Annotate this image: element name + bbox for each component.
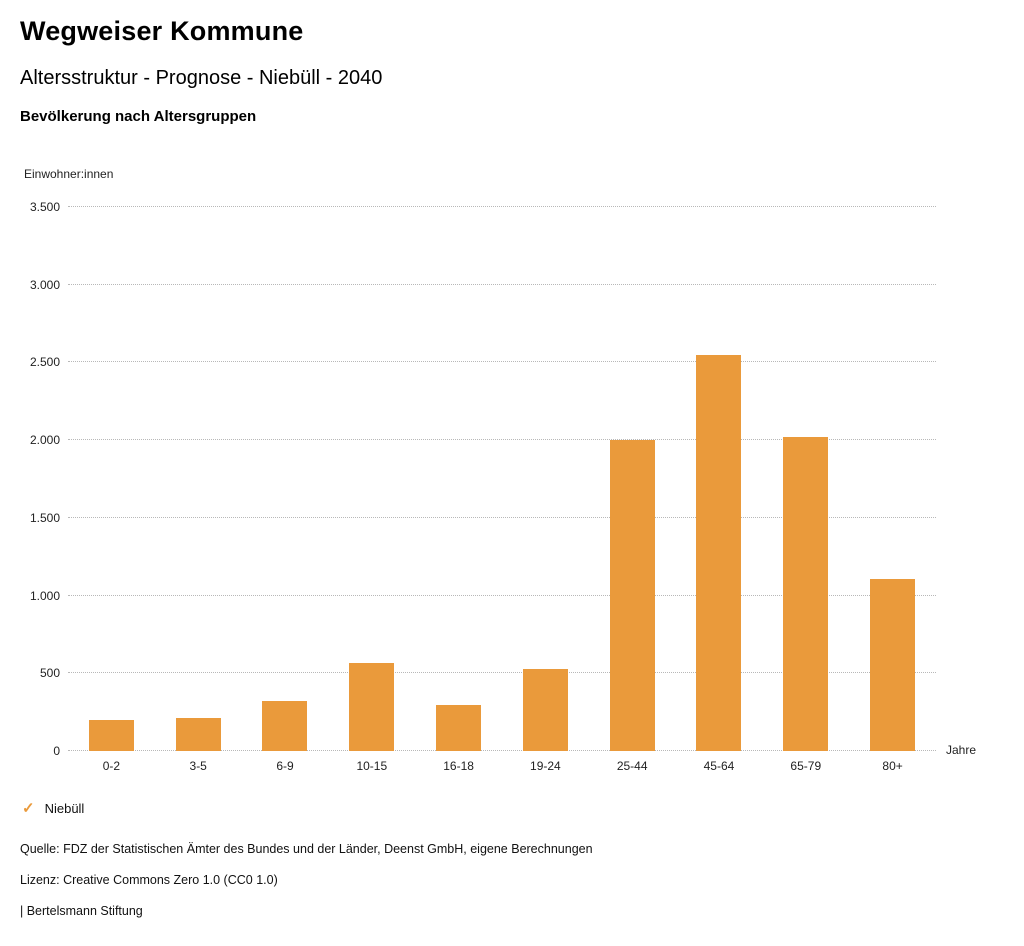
x-tick-label: 19-24 bbox=[530, 759, 561, 773]
page-header: Wegweiser Kommune Altersstruktur - Progn… bbox=[20, 16, 1004, 125]
bar-45-64[interactable] bbox=[696, 355, 742, 751]
y-axis: 0 500 1.000 1.500 2.000 2.500 3.000 3.500 bbox=[20, 200, 68, 758]
y-tick-label: 0 bbox=[53, 744, 60, 758]
legend-label: Niebüll bbox=[44, 801, 85, 816]
x-tick-label: 65-79 bbox=[790, 759, 822, 773]
gridline bbox=[68, 750, 936, 751]
y-tick-label: 1.500 bbox=[29, 510, 60, 525]
bar-column bbox=[415, 207, 502, 751]
y-axis-unit-label: Einwohner:innen bbox=[24, 167, 114, 181]
gridline bbox=[68, 594, 936, 596]
bar-column bbox=[676, 207, 763, 751]
y-tick-label: 500 bbox=[39, 666, 60, 681]
check-icon: ✓ bbox=[22, 800, 35, 817]
legend-item-niebuell[interactable]: ✓ Niebüll bbox=[22, 801, 1004, 816]
license-text: Lizenz: Creative Commons Zero 1.0 (CC0 1… bbox=[20, 873, 278, 887]
gridline bbox=[68, 516, 936, 518]
bar-column bbox=[68, 207, 155, 751]
gridline bbox=[68, 206, 936, 207]
bar-65-79[interactable] bbox=[783, 437, 829, 751]
source-text: Quelle: FDZ der Statistischen Ämter des … bbox=[20, 842, 593, 856]
bar-3-5[interactable] bbox=[175, 717, 221, 751]
bar-column bbox=[502, 207, 589, 751]
bar-column bbox=[589, 207, 676, 751]
y-tick-label: 2.500 bbox=[29, 355, 60, 370]
chart-body: 0 500 1.000 1.500 2.000 2.500 3.000 3.500 Jahre… bbox=[20, 200, 1004, 773]
x-axis-unit-label: Jahre bbox=[946, 743, 977, 757]
bar-19-24[interactable] bbox=[522, 669, 568, 751]
attribution-text: | Bertelsmann Stiftung bbox=[20, 904, 143, 918]
gridline bbox=[68, 439, 936, 441]
y-tick-label: 2.000 bbox=[29, 433, 60, 448]
x-tick-label: 80+ bbox=[882, 759, 903, 773]
bar-80+[interactable] bbox=[870, 579, 916, 751]
x-axis: 0-2 3-5 6-9 10-15 16-18 19-24 25-44 45-64 65-79 8… bbox=[68, 759, 936, 773]
y-tick-label: 3.500 bbox=[29, 200, 60, 214]
bar-0-2[interactable] bbox=[88, 719, 134, 751]
x-tick-label: 3-5 bbox=[189, 759, 207, 773]
chart-heading: Bevölkerung nach Altersgruppen bbox=[20, 108, 257, 125]
bar-column bbox=[328, 207, 415, 751]
gridline bbox=[68, 283, 936, 285]
gridline bbox=[68, 361, 936, 363]
page-subtitle: Altersstruktur - Prognose - Niebüll - 20… bbox=[20, 67, 383, 89]
bar-column bbox=[155, 207, 242, 751]
page-title: Wegweiser Kommune bbox=[20, 16, 304, 46]
bar-16-18[interactable] bbox=[436, 705, 482, 751]
gridline bbox=[68, 672, 936, 674]
y-tick-label: 3.000 bbox=[29, 277, 60, 292]
x-tick-label: 25-44 bbox=[616, 759, 648, 773]
page-footer: Quelle: FDZ der Statistischen Ämter des … bbox=[20, 842, 1004, 918]
y-tick-label: 1.000 bbox=[29, 588, 60, 603]
bar-10-15[interactable] bbox=[349, 663, 395, 751]
bar-column bbox=[242, 207, 329, 751]
bar-25-44[interactable] bbox=[609, 440, 655, 751]
chart: Einwohner:innen 0 500 1.000 1.500 2.000 2.500… bbox=[20, 167, 1004, 816]
x-tick-label: 45-64 bbox=[703, 759, 735, 773]
plot-area: Jahre bbox=[68, 206, 976, 757]
bar-6-9[interactable] bbox=[262, 701, 308, 751]
bar-column bbox=[762, 207, 849, 751]
x-tick-label: 16-18 bbox=[443, 759, 474, 773]
plot-wrap: Jahre 0-2 3-5 6-9 10-15 16-18 19-24 25-44 45-64… bbox=[68, 206, 976, 773]
x-tick-label: 6-9 bbox=[276, 759, 294, 773]
bar-column bbox=[849, 207, 936, 751]
x-tick-label: 0-2 bbox=[102, 759, 121, 773]
x-tick-label: 10-15 bbox=[356, 759, 388, 773]
